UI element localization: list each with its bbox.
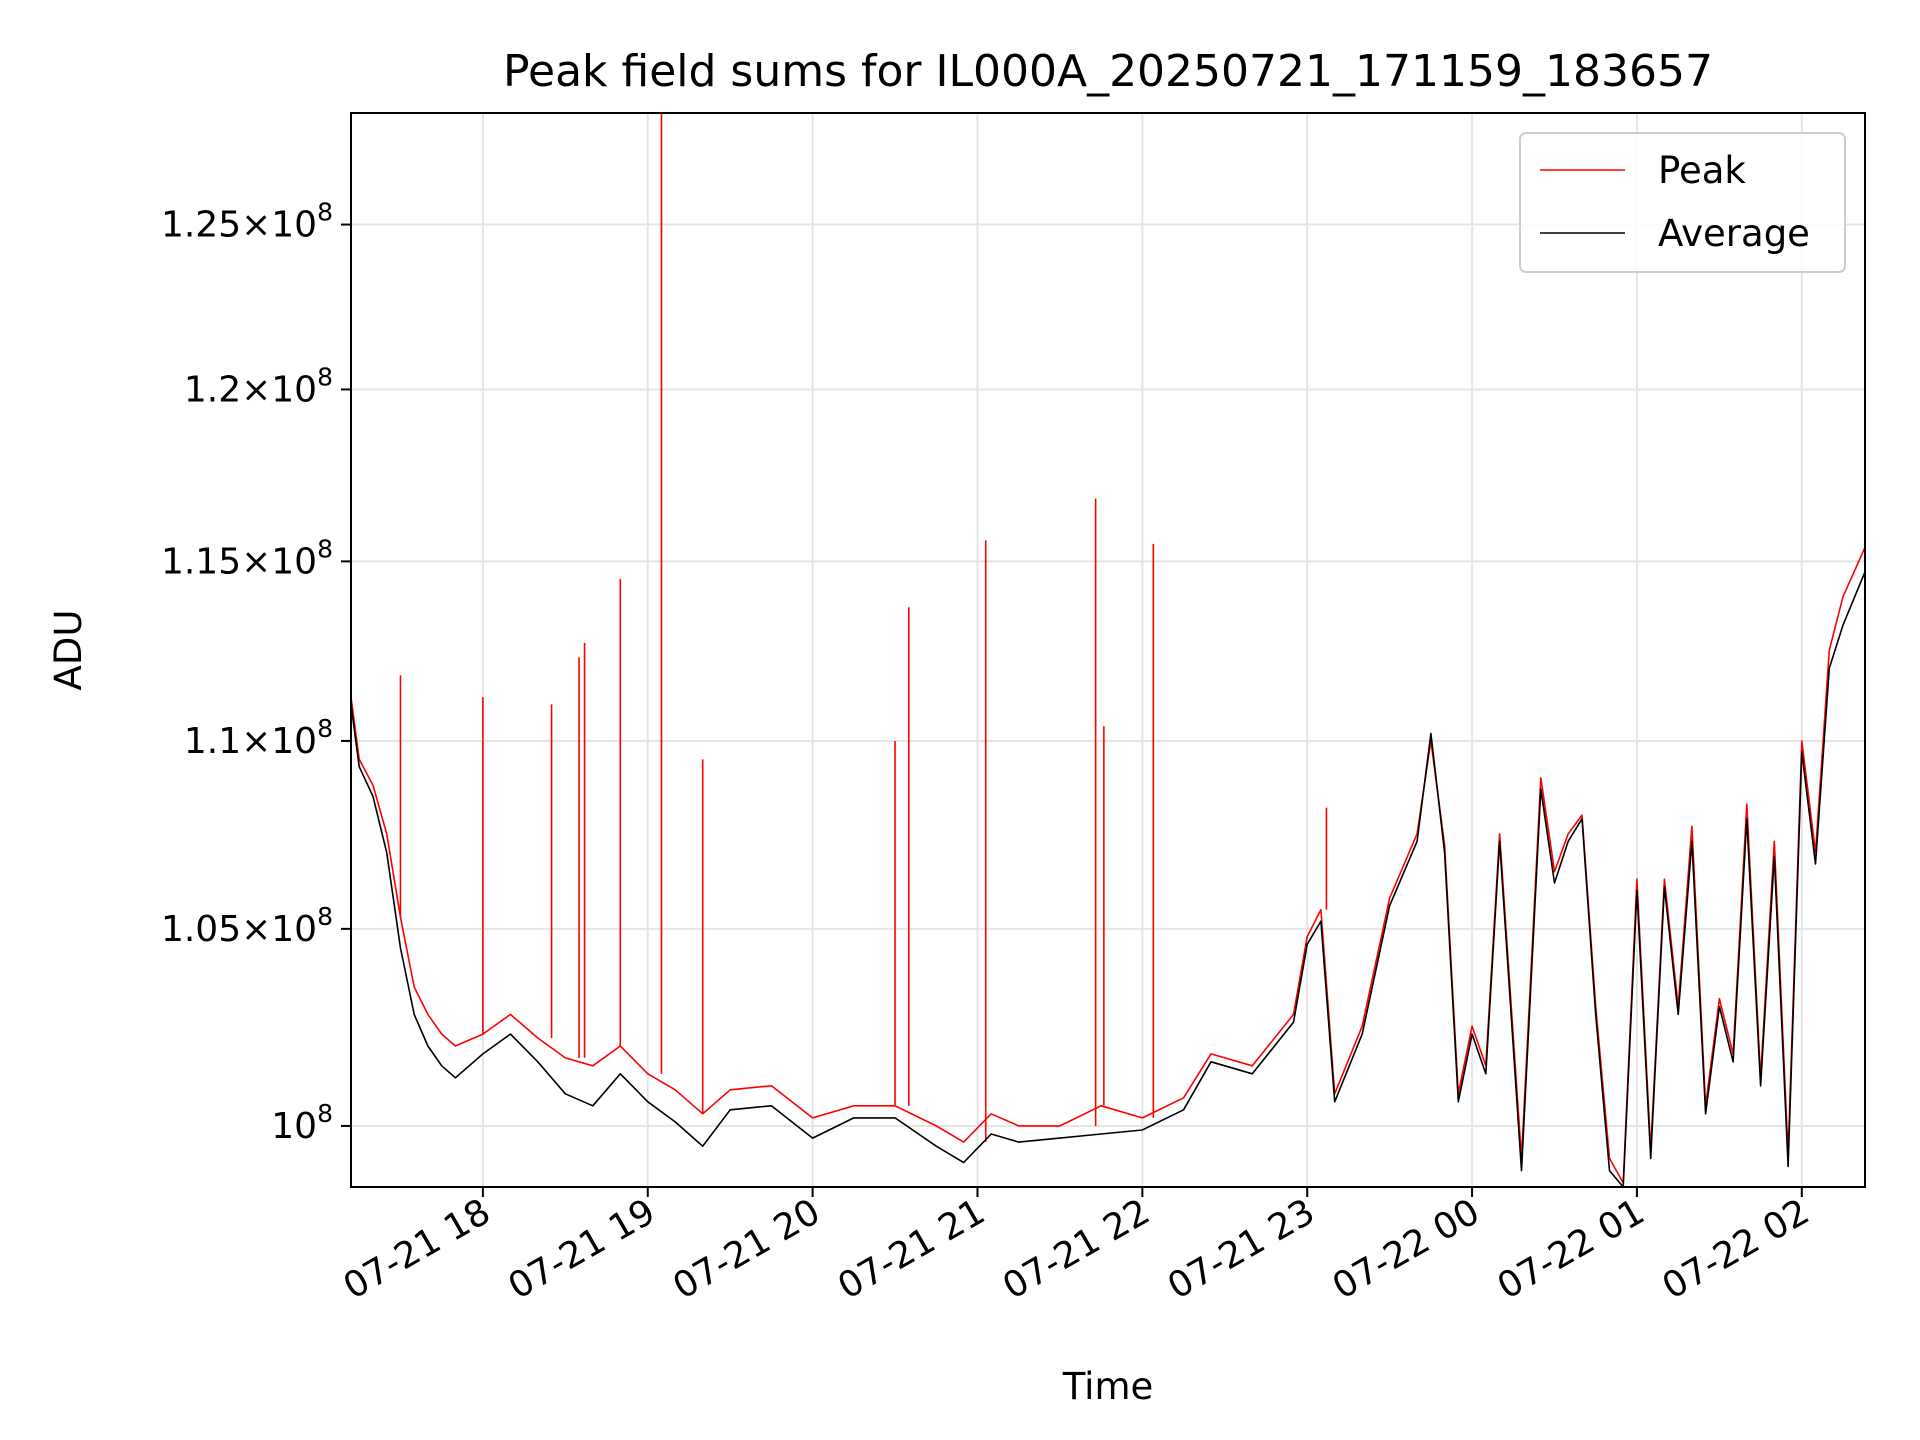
y-tick-label: 1.1×108 xyxy=(184,714,333,762)
legend-label-peak: Peak xyxy=(1658,149,1746,192)
legend: Peak Average xyxy=(1519,132,1846,273)
plot-area xyxy=(351,113,1865,1187)
y-tick-label: 1.25×108 xyxy=(161,198,333,246)
y-tick-label: 1.05×108 xyxy=(161,902,333,950)
y-axis: 108 1.05×108 1.1×108 1.15×108 1.2×108 1.25×10… xyxy=(161,198,351,1147)
grid xyxy=(351,113,1865,1187)
chart-title: Peak field sums for IL000A_20250721_1711… xyxy=(503,46,1713,97)
legend-label-average: Average xyxy=(1658,212,1810,255)
axes-frame xyxy=(350,112,1866,1188)
legend-box xyxy=(1519,132,1846,273)
y-tick-label: 108 xyxy=(271,1099,333,1147)
x-axis-label: Time xyxy=(1062,1365,1154,1408)
y-tick-label: 1.15×108 xyxy=(161,534,333,582)
y-tick-label: 1.2×108 xyxy=(184,362,333,410)
y-axis-label: ADU xyxy=(47,610,90,691)
series-line-average xyxy=(351,571,1865,1187)
